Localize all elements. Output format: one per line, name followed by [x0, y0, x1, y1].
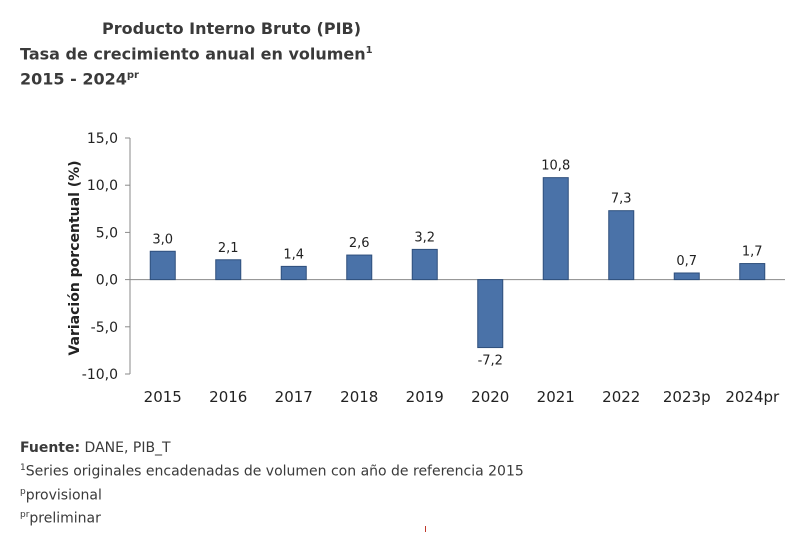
x-tick-label: 2015	[144, 388, 182, 406]
footnote-3: prpreliminar	[20, 510, 101, 527]
data-label: 10,8	[541, 159, 570, 174]
footnote-1: 1Series originales encadenadas de volume…	[20, 463, 524, 480]
bar-chart: 15,0 10,0 5,0 0,0 -5,0 -10,0 Variación porcent…	[67, 131, 785, 406]
data-label: 1,4	[283, 247, 304, 262]
x-tick-label: 2022	[602, 388, 640, 406]
y-tick-label: 10,0	[87, 178, 118, 194]
data-label: 3,2	[414, 230, 435, 245]
y-axis-label: Variación porcentual (%)	[67, 160, 83, 355]
x-tick-label: 2024pr	[725, 388, 780, 406]
y-tick-label: -10,0	[82, 367, 118, 383]
data-label: 3,0	[152, 232, 173, 247]
data-label: 2,6	[349, 236, 370, 251]
bar	[149, 250, 176, 281]
y-tick-label: -5,0	[91, 320, 118, 336]
red-tick-mark	[425, 526, 426, 532]
data-label: 7,3	[611, 192, 632, 207]
bar	[346, 254, 373, 281]
bar	[739, 263, 766, 281]
x-tick-label: 2020	[471, 388, 509, 406]
data-label: 0,7	[676, 254, 697, 269]
title-line-3: 2015 - 2024pr	[20, 69, 139, 89]
x-tick-label: 2018	[340, 388, 378, 406]
bar	[215, 259, 242, 281]
bar	[673, 272, 700, 281]
chart-footer: Fuente: DANE, PIB_T 1Series originales e…	[20, 438, 524, 529]
chart-title: Producto Interno Bruto (PIB) Tasa de cre…	[20, 18, 373, 91]
source-line: Fuente: DANE, PIB_T	[20, 440, 171, 456]
data-label: 1,7	[742, 245, 763, 260]
title-line-2: Tasa de crecimiento anual en volumen1	[20, 44, 373, 64]
bar	[411, 248, 438, 281]
y-tick-label: 15,0	[87, 131, 118, 147]
y-tick-label: 0,0	[96, 273, 118, 289]
x-tick-label: 2023p	[663, 388, 711, 406]
x-tick-label: 2016	[209, 388, 247, 406]
x-tick-label: 2021	[537, 388, 575, 406]
bar	[280, 265, 307, 281]
y-tick-label: 5,0	[96, 225, 118, 241]
x-tick-label: 2019	[406, 388, 444, 406]
footnote-2: pprovisional	[20, 486, 102, 504]
bar	[477, 279, 504, 349]
x-tick-label: 2017	[275, 388, 313, 406]
data-label: 2,1	[218, 241, 239, 256]
bar	[542, 177, 569, 281]
bar	[608, 210, 635, 281]
data-label: -7,2	[478, 354, 503, 369]
title-line-1: Producto Interno Bruto (PIB)	[102, 19, 362, 38]
